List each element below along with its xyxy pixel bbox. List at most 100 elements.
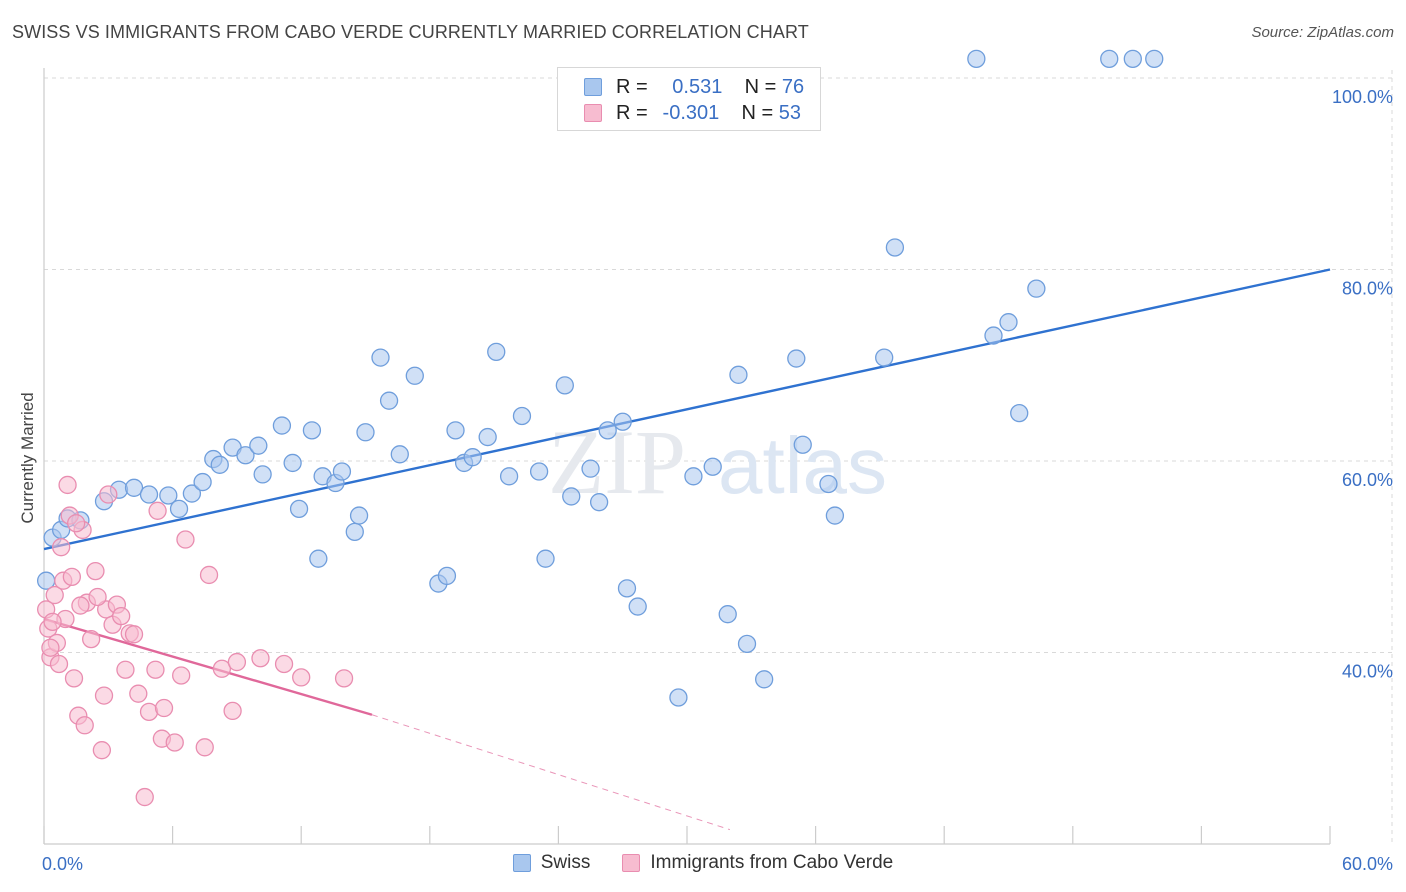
legend-r-value: -0.301 <box>662 101 720 124</box>
cabo-verde-point <box>139 702 159 722</box>
legend-r-label: R = <box>616 101 648 124</box>
cabo-verde-point <box>172 666 191 685</box>
legend-item-cabo-verde[interactable]: Immigrants from Cabo Verde <box>622 852 893 874</box>
cabo-verde-point <box>88 587 107 607</box>
swiss-point <box>272 416 292 435</box>
swiss-point <box>349 506 369 525</box>
x-tick-label: 0.0% <box>42 854 83 874</box>
legend-row-cabo-verde: R = -0.301 N = 53 <box>584 100 801 126</box>
cabo-verde-point <box>195 738 214 757</box>
legend-swatch-swiss <box>584 78 602 96</box>
cabo-verde-point <box>292 668 311 687</box>
cabo-verde-point <box>251 649 270 668</box>
swiss-point <box>999 313 1018 332</box>
source-label: Source: ZipAtlas.com <box>1251 24 1394 41</box>
swiss-point <box>332 462 352 481</box>
legend-swatch-swiss <box>512 854 531 872</box>
y-tick-label: 100.0% <box>1332 87 1393 107</box>
swiss-point <box>819 474 838 494</box>
swiss-point <box>684 467 703 486</box>
legend-n-value: 76 <box>781 75 805 98</box>
swiss-point <box>487 342 506 361</box>
swiss-point <box>536 549 555 568</box>
swiss-point <box>512 406 532 426</box>
legend-r-value: 0.531 <box>672 75 723 98</box>
swiss-point <box>1123 49 1142 68</box>
swiss-point <box>309 549 328 568</box>
cabo-verde-point <box>212 659 232 678</box>
swiss-point <box>669 688 688 707</box>
legend-n-value: 53 <box>778 101 801 124</box>
legend-item-swiss[interactable]: Swiss <box>512 852 591 874</box>
swiss-point <box>875 348 894 367</box>
swiss-point <box>825 506 845 525</box>
legend-swatch-cabo-verde <box>622 854 641 872</box>
swiss-point <box>478 427 497 447</box>
legend-n-label: N = <box>744 75 777 98</box>
swiss-point <box>499 467 519 486</box>
swiss-point <box>793 435 812 454</box>
swiss-point <box>159 486 178 505</box>
swiss-point <box>984 326 1003 345</box>
swiss-point <box>562 487 581 506</box>
swiss-point <box>613 412 632 431</box>
swiss-point <box>718 605 737 624</box>
trend-lines <box>43 268 1331 831</box>
cabo-verde-point <box>49 654 69 674</box>
x-tick-label: 60.0% <box>1342 854 1393 874</box>
cabo-verde-point <box>223 701 242 721</box>
swiss-point <box>1145 49 1164 68</box>
swiss-point <box>345 522 364 542</box>
swiss-point <box>737 634 757 654</box>
swiss-point <box>283 453 302 473</box>
cabo-verde-point <box>99 485 118 504</box>
swiss-point <box>787 349 806 368</box>
swiss-point <box>967 49 986 68</box>
swiss-point <box>405 366 424 385</box>
swiss-point <box>390 445 409 464</box>
swiss-point <box>885 238 905 257</box>
legend-r-label: R = <box>616 75 648 98</box>
cabo-verde-point <box>75 716 94 735</box>
tick-labels: 100.0% 80.0% 60.0% 40.0% 0.0% 60.0% <box>42 87 1393 874</box>
swiss-point <box>617 579 637 598</box>
swiss-point <box>169 499 189 519</box>
swiss-point <box>193 472 212 492</box>
swiss-point <box>437 566 457 586</box>
legend-label-swiss: Swiss <box>540 852 591 873</box>
cabo-verde-point <box>64 669 84 688</box>
cabo-verde-point <box>124 625 144 644</box>
swiss-point <box>371 348 390 367</box>
swiss-point <box>289 499 309 519</box>
legend-label-cabo-verde: Immigrants from Cabo Verde <box>650 852 894 873</box>
cabo-verde-point <box>154 698 174 718</box>
swiss-point <box>1027 279 1046 298</box>
watermark: ZIP atlas <box>548 411 887 513</box>
swiss-point <box>628 597 647 616</box>
swiss-point <box>446 421 465 440</box>
cabo-verde-point <box>227 652 247 672</box>
cabo-verde-point <box>94 686 114 705</box>
swiss-trend-line <box>43 268 1331 551</box>
cabo-verde-point <box>146 660 165 679</box>
swiss-point <box>249 436 268 455</box>
cabo-verde-trend-extension <box>371 714 731 831</box>
cabo-verde-point <box>51 538 71 557</box>
axes <box>43 68 1331 845</box>
cabo-verde-point <box>67 514 86 533</box>
data-points <box>36 49 1164 807</box>
swiss-point <box>182 484 202 503</box>
swiss-point <box>356 423 375 442</box>
cabo-verde-point <box>199 565 219 585</box>
swiss-point <box>379 391 399 410</box>
cabo-verde-point <box>45 585 64 605</box>
watermark-atlas: atlas <box>718 421 887 510</box>
cabo-verde-point <box>135 787 154 807</box>
cabo-verde-point <box>71 596 90 615</box>
swiss-point <box>302 421 322 440</box>
legend-row-swiss: R = 0.531 N = 76 <box>584 74 804 100</box>
cabo-verde-point <box>62 567 82 587</box>
series-legend: Swiss Immigrants from Cabo Verde <box>0 852 1406 874</box>
y-tick-label: 80.0% <box>1342 279 1393 299</box>
